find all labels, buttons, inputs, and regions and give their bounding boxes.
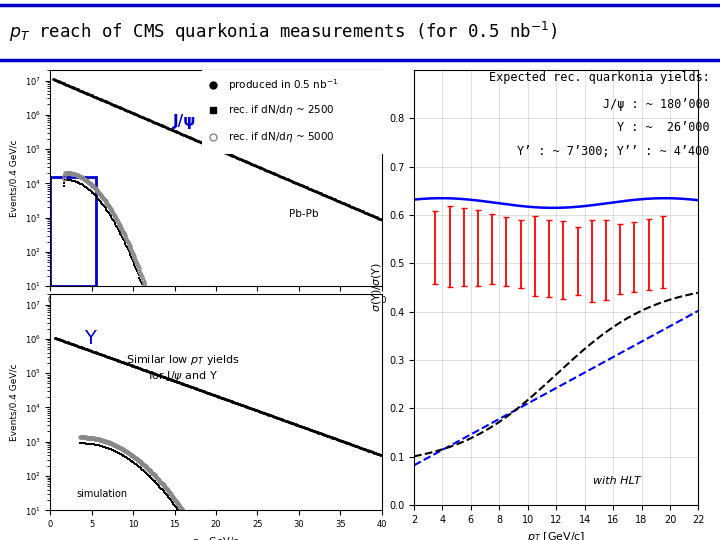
Text: rec. if dN/d$\eta$ ~ 5000: rec. if dN/d$\eta$ ~ 5000 [228, 130, 335, 144]
Text: with HLT: with HLT [593, 476, 641, 486]
X-axis label: p$_T$, GeV/c: p$_T$, GeV/c [192, 310, 240, 325]
Text: Υ’ : ~ 7’300; Υ’’ : ~ 4’400: Υ’ : ~ 7’300; Υ’’ : ~ 4’400 [517, 145, 710, 158]
Text: produced in 0.5 nb$^{-1}$: produced in 0.5 nb$^{-1}$ [228, 77, 338, 93]
Bar [50, 177, 96, 286]
Text: Expected rec. quarkonia yields:: Expected rec. quarkonia yields: [489, 71, 710, 84]
Text: J/ψ : ~ 180’000: J/ψ : ~ 180’000 [603, 98, 710, 111]
Y-axis label: Events/0.4 GeV/c: Events/0.4 GeV/c [10, 363, 19, 441]
Text: Similar low $p_T$ yields
for J/$\psi$ and $\Upsilon$: Similar low $p_T$ yields for J/$\psi$ an… [126, 353, 240, 383]
Text: J/ψ: J/ψ [173, 114, 197, 130]
FancyBboxPatch shape [199, 69, 395, 155]
Text: $p_T$ reach of CMS quarkonia measurements (for 0.5 nb$^{-1}$): $p_T$ reach of CMS quarkonia measurement… [9, 21, 557, 44]
Y-axis label: $\sigma(\Upsilon)/\sigma(\Upsilon)$: $\sigma(\Upsilon)/\sigma(\Upsilon)$ [370, 262, 383, 313]
Text: $\Upsilon$: $\Upsilon$ [84, 329, 97, 348]
Text: Pb-Pb: Pb-Pb [289, 209, 318, 219]
Y-axis label: Events/0.4 GeV/c: Events/0.4 GeV/c [10, 139, 19, 217]
Text: simulation: simulation [77, 489, 128, 500]
Text: Υ : ~  26’000: Υ : ~ 26’000 [617, 121, 710, 134]
FancyBboxPatch shape [0, 4, 720, 60]
X-axis label: p$_T$, GeV/c: p$_T$, GeV/c [192, 535, 240, 540]
X-axis label: $p_T$ [GeV/c]: $p_T$ [GeV/c] [527, 530, 585, 540]
Text: rec. if dN/d$\eta$ ~ 2500: rec. if dN/d$\eta$ ~ 2500 [228, 103, 335, 117]
